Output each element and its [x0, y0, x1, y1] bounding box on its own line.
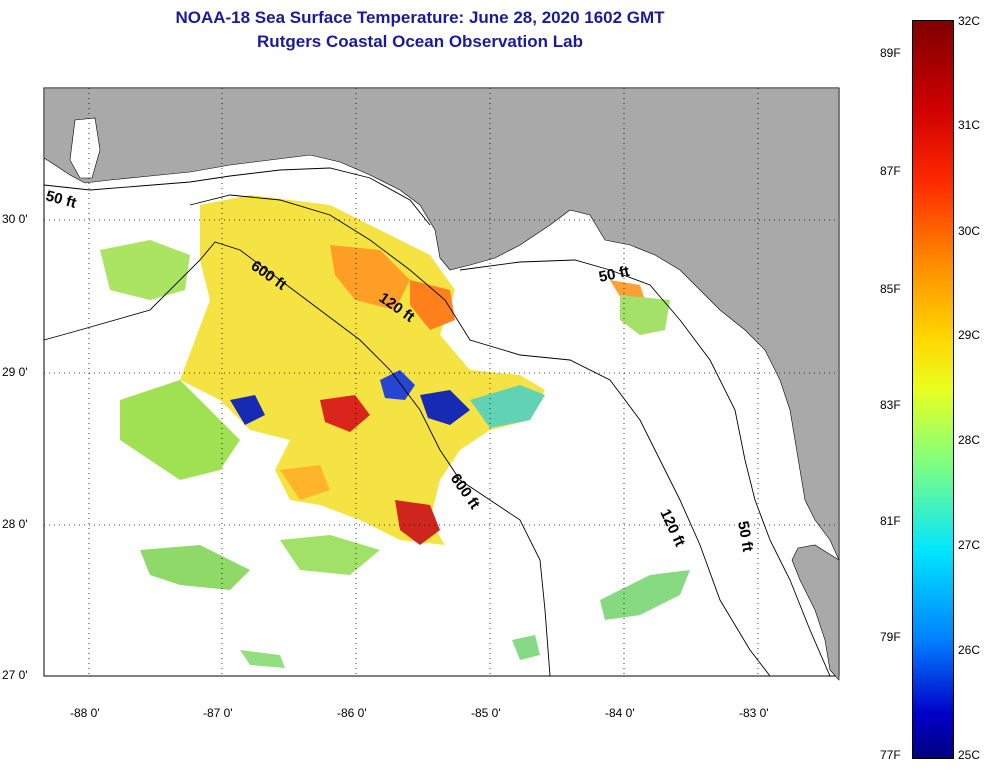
contour-50ft-east [459, 259, 831, 677]
sst-orange-ne [410, 280, 455, 330]
sst-green-se [600, 570, 690, 620]
colorbar-f-81: 81F [880, 514, 901, 528]
colorbar-c-26: 26C [958, 643, 981, 657]
colorbar-c-32: 32C [958, 14, 981, 28]
sst-green-nw [100, 240, 190, 300]
colorbar-f-85: 85F [880, 282, 901, 296]
contour-50ft-west [43, 167, 431, 226]
lat-label-30: 30 0' [2, 212, 28, 226]
sst-red-center [320, 395, 370, 432]
sst-green-south-small [512, 635, 540, 660]
sst-cyan-east [470, 385, 545, 428]
coastal-bay [69, 117, 101, 179]
title-line-2: Rutgers Coastal Ocean Observation Lab [257, 32, 583, 51]
sst-blue-3 [230, 395, 265, 425]
colorbar-f-77: 77F [880, 748, 901, 762]
colorbar-f-87: 87F [880, 164, 901, 178]
land-north [43, 87, 840, 561]
lon-label-88: -88 0' [70, 706, 100, 720]
title-line-1: NOAA-18 Sea Surface Temperature: June 28… [175, 8, 665, 27]
colorbar-c-27: 27C [958, 538, 981, 552]
lon-label-86: -86 0' [337, 706, 367, 720]
lon-label-84: -84 0' [605, 706, 635, 720]
colorbar-f-89: 89F [880, 46, 901, 60]
lon-label-83: -83 0' [739, 706, 769, 720]
sst-green-west [120, 380, 240, 480]
lon-label-85: -85 0' [471, 706, 501, 720]
lat-label-28: 28 0' [2, 517, 28, 531]
sst-blue-2 [420, 390, 470, 425]
sst-green-sw [140, 545, 250, 590]
sst-blue-1 [380, 370, 415, 400]
contour-120ft [189, 194, 771, 677]
colorbar-c-25: 25C [958, 748, 981, 762]
graticule [44, 88, 839, 676]
sst-green-bottom [240, 650, 285, 668]
land-florida-keys [791, 544, 840, 681]
label-50ft-east: 50 ft [597, 263, 631, 286]
sst-green-s [280, 535, 380, 575]
sst-orange-n [330, 245, 410, 310]
colorbar-c-31: 31C [958, 118, 981, 132]
colorbar-c-28: 28C [958, 433, 981, 447]
lat-label-29: 29 0' [2, 365, 28, 379]
label-50ft-south: 50 ft [734, 520, 756, 553]
colorbar-c-29: 29C [958, 328, 981, 342]
bathymetry-contours [43, 167, 831, 677]
temperature-colorbar [912, 20, 954, 759]
sst-patches [100, 195, 690, 668]
sst-warm-core [180, 195, 545, 545]
sst-orange-center [280, 465, 330, 500]
sst-red-south [395, 500, 440, 545]
colorbar-f-79: 79F [880, 630, 901, 644]
contour-600ft [43, 241, 551, 677]
colorbar-c-30: 30C [958, 224, 981, 238]
lat-label-27: 27 0' [2, 668, 28, 682]
sst-green-east [620, 295, 670, 335]
colorbar-f-83: 83F [880, 398, 901, 412]
lon-label-87: -87 0' [203, 706, 233, 720]
